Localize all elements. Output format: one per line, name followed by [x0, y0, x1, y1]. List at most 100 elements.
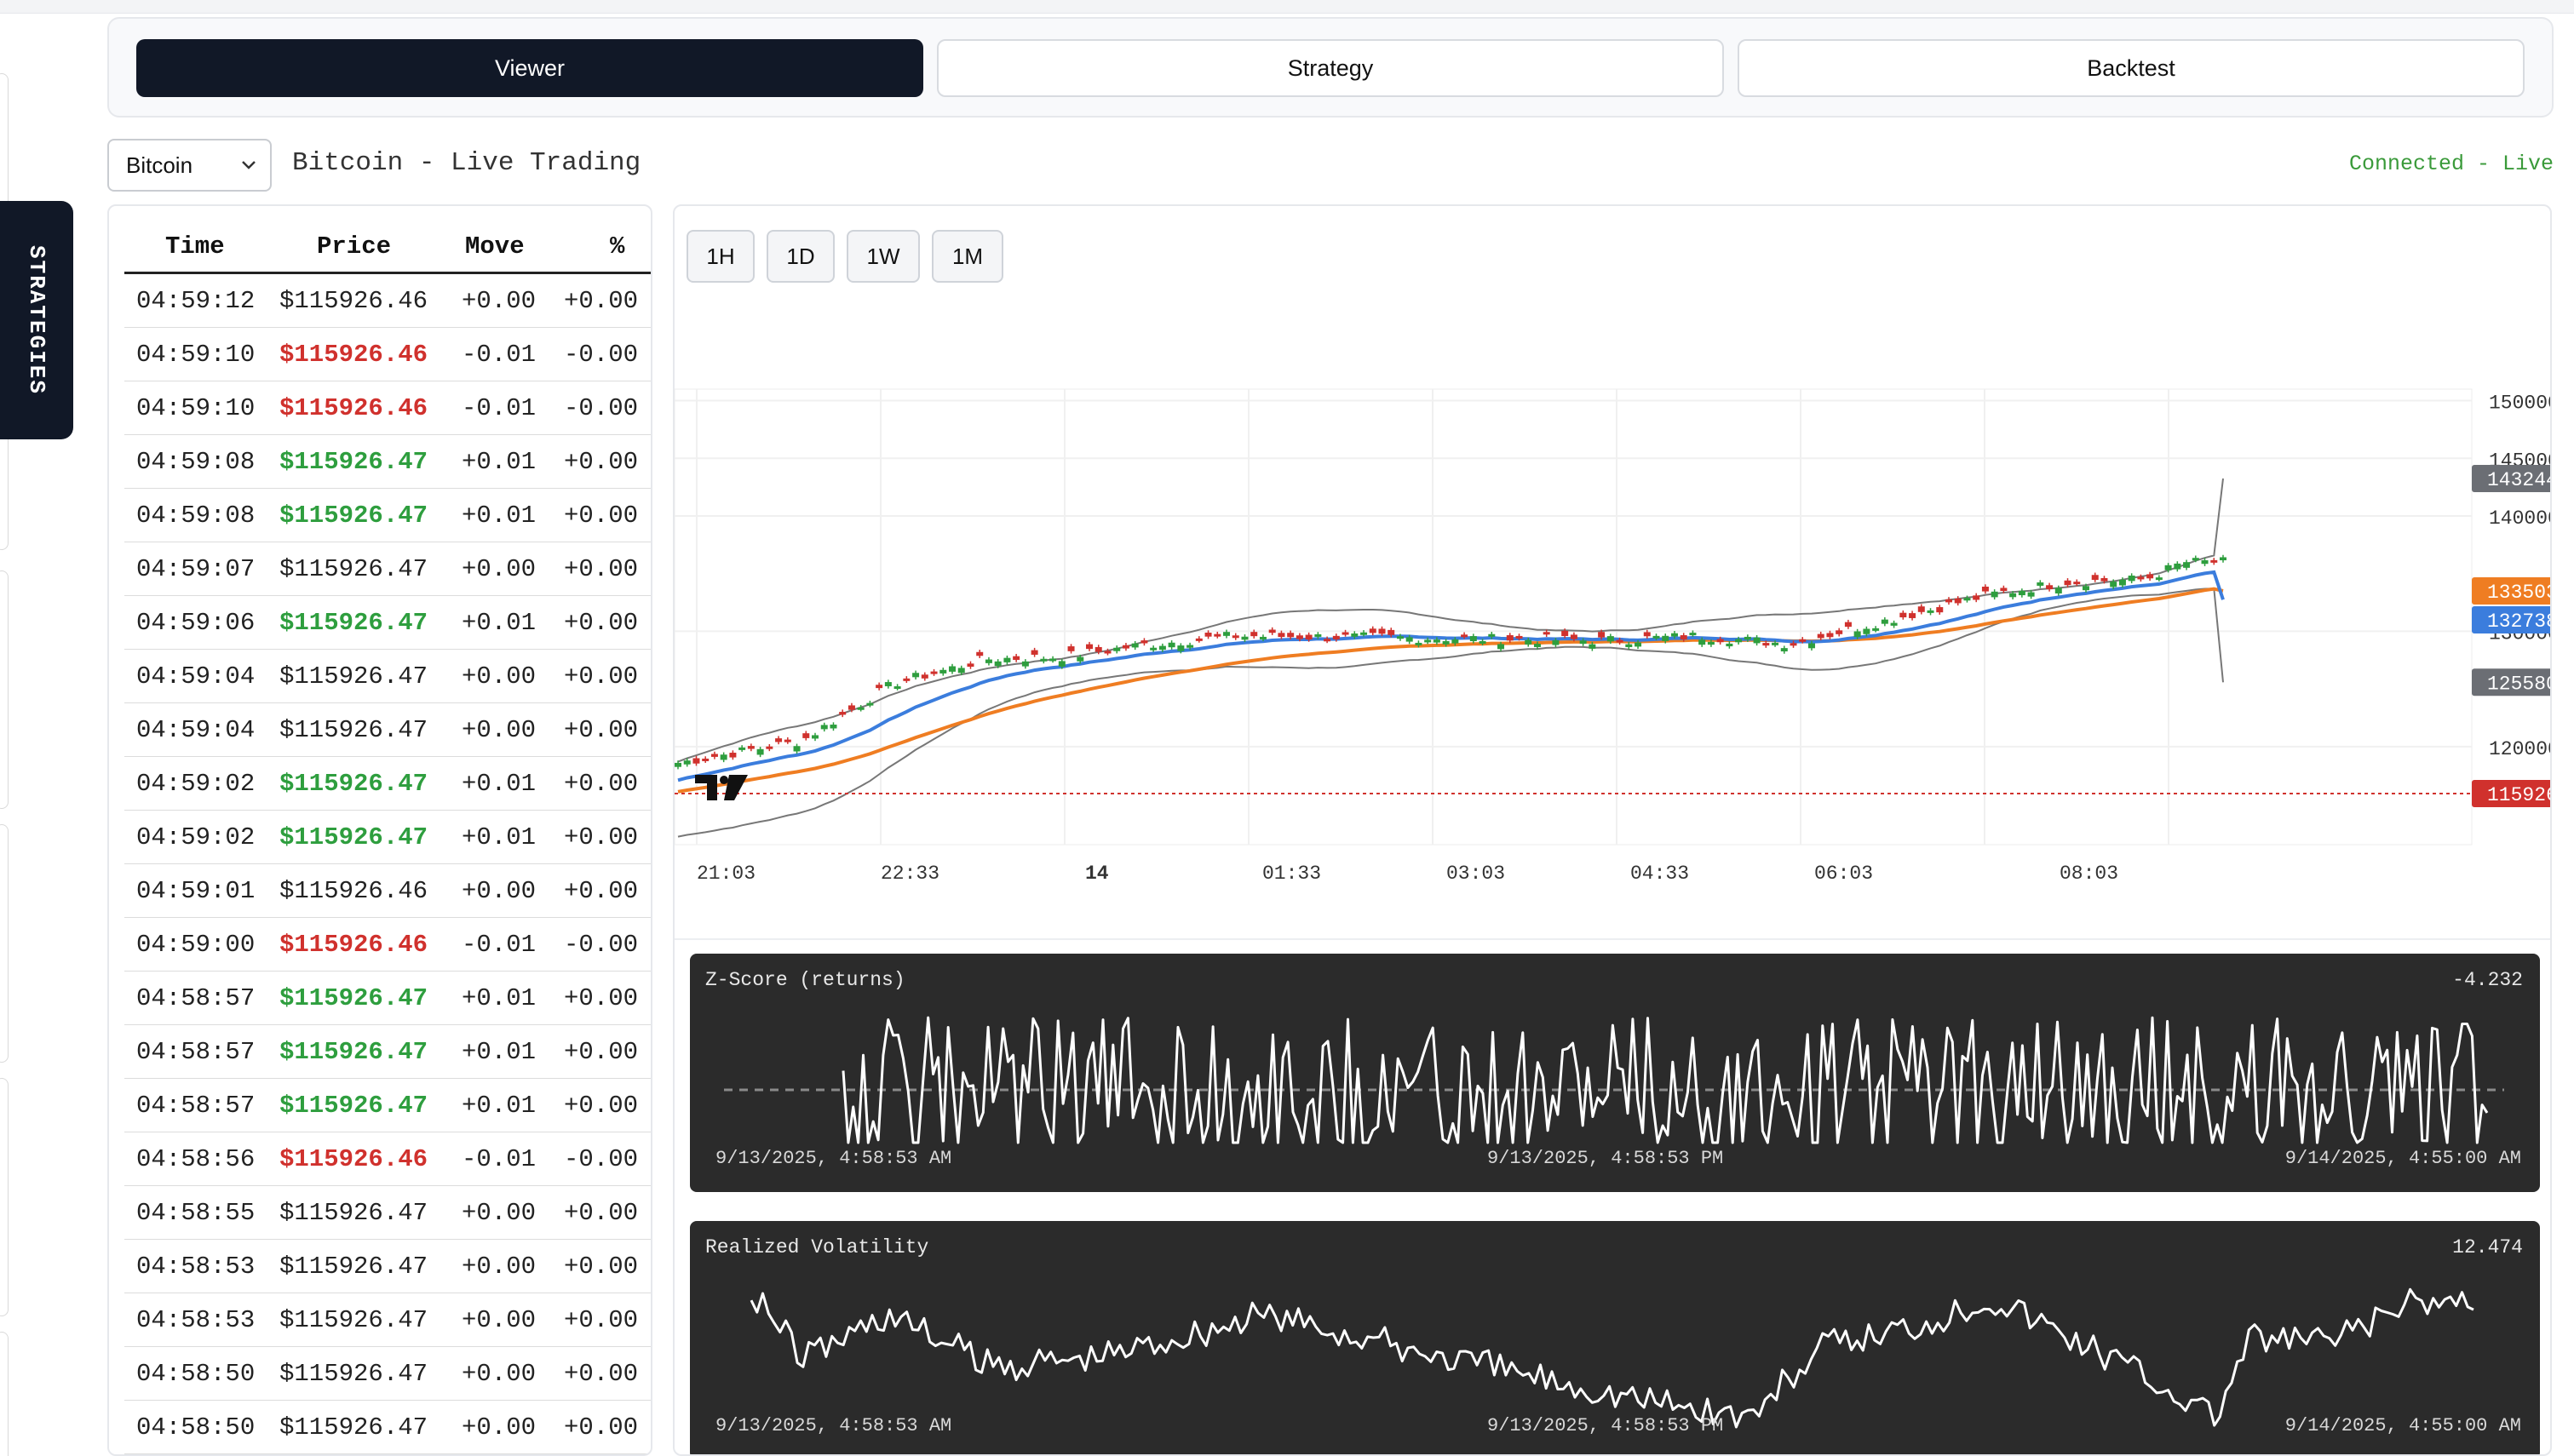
trade-move: +0.00: [462, 1359, 537, 1388]
candle: [1525, 639, 1532, 645]
candle: [957, 668, 965, 674]
trade-move: +0.01: [462, 501, 537, 530]
candle: [2210, 559, 2218, 563]
svg-text:115926.46: 115926.46: [2487, 784, 2552, 806]
candle: [1909, 613, 1916, 618]
candle: [994, 661, 1002, 667]
trade-price: $115926.47: [279, 1198, 428, 1227]
trade-move: +0.00: [462, 876, 537, 905]
candle: [2064, 580, 2071, 586]
candle: [1040, 658, 1048, 662]
candle: [1917, 606, 1925, 612]
candle: [2100, 577, 2108, 582]
trade-row: 04:58:57 $115926.47 +0.01 +0.00: [124, 972, 651, 1025]
candle: [2146, 574, 2154, 579]
timeframe-button-1d[interactable]: 1D: [767, 230, 835, 283]
candle: [1652, 635, 1660, 639]
candle: [1433, 639, 1440, 643]
ema-slow-line: [677, 587, 2224, 794]
candle: [921, 674, 928, 679]
tab-strategy[interactable]: Strategy: [937, 39, 1724, 97]
trade-price: $115926.46: [279, 930, 428, 959]
volatility-chart: [750, 1287, 2474, 1429]
lower-band-line: [677, 588, 2224, 838]
candle: [1332, 635, 1340, 639]
candle: [1772, 642, 1779, 645]
price-chart[interactable]: 150000.00145000.00140000.00130000.001200…: [675, 304, 2552, 1002]
candle: [1579, 640, 1587, 645]
candle: [1716, 639, 1724, 643]
candle: [1469, 636, 1477, 642]
candle: [893, 686, 901, 690]
candle: [2091, 575, 2099, 581]
chevron-down-icon: [236, 152, 261, 178]
trade-row: 04:59:10 $115926.46 -0.01 -0.00: [124, 381, 651, 435]
trade-time: 04:58:50: [136, 1413, 256, 1442]
trade-pct: -0.00: [564, 930, 639, 959]
column-header-time: Time: [165, 232, 225, 261]
trade-price: $115926.46: [279, 1144, 428, 1173]
candle: [720, 754, 727, 760]
candle: [1890, 622, 1898, 626]
trade-time: 04:58:57: [136, 983, 256, 1012]
asset-select[interactable]: Bitcoin: [107, 139, 272, 192]
candle: [1635, 642, 1642, 647]
candle: [1113, 647, 1121, 651]
candle: [1351, 633, 1359, 637]
candle: [1405, 637, 1413, 642]
candle: [1799, 639, 1807, 642]
x-tick-label: 21:03: [697, 863, 756, 885]
candle: [1461, 634, 1468, 638]
candle: [1158, 645, 1166, 651]
trade-price: $115926.47: [279, 715, 428, 744]
trade-row: 04:59:12 $115926.46 +0.00 +0.00: [124, 274, 651, 328]
svg-text:143244.61: 143244.61: [2487, 469, 2552, 491]
timeframe-button-1m[interactable]: 1M: [932, 230, 1003, 283]
zscore-chart: [724, 1016, 2504, 1144]
candle: [1616, 639, 1623, 643]
candle: [1415, 642, 1422, 645]
timeframe-button-1w[interactable]: 1W: [847, 230, 920, 283]
tab-backtest[interactable]: Backtest: [1738, 39, 2525, 97]
trade-row: 04:58:50 $115926.47 +0.00 +0.00: [124, 1347, 651, 1401]
timeframe-button-1h[interactable]: 1H: [687, 230, 755, 283]
candle: [1533, 644, 1541, 647]
panel-divider: [675, 938, 2550, 940]
trade-pct: +0.00: [564, 876, 639, 905]
candle: [985, 659, 992, 663]
x-tick-label: 22:33: [881, 863, 939, 885]
strategies-drawer-toggle[interactable]: STRATEGIES: [0, 201, 73, 439]
trade-pct: -0.00: [564, 340, 639, 369]
trade-pct: +0.00: [564, 1037, 639, 1066]
page-title: Bitcoin - Live Trading: [292, 148, 641, 178]
tab-viewer[interactable]: Viewer: [136, 39, 923, 97]
volatility-line: [750, 1287, 2474, 1429]
candle: [839, 712, 847, 715]
trade-price: $115926.47: [279, 1359, 428, 1388]
candle: [1342, 632, 1349, 635]
candle: [876, 685, 883, 689]
candle: [1067, 646, 1075, 651]
view-tabbar: Viewer Strategy Backtest: [107, 17, 2554, 118]
candle: [1250, 632, 1258, 637]
trade-time: 04:59:04: [136, 715, 256, 744]
connection-status: Connected - Live: [2348, 152, 2554, 176]
trade-pct: +0.00: [564, 823, 639, 851]
trade-price: $115926.46: [279, 393, 428, 422]
candle: [1606, 636, 1614, 642]
price-axis-label: 143244.61: [2472, 465, 2552, 493]
trade-move: +0.01: [462, 608, 537, 637]
trade-time: 04:59:00: [136, 930, 256, 959]
candle: [2183, 562, 2191, 568]
candle: [903, 678, 911, 681]
candle: [2118, 579, 2126, 586]
trades-header-row: Time Price Move %: [124, 221, 651, 274]
chart-logo: [695, 775, 748, 801]
candle: [1936, 607, 1944, 613]
candle: [710, 754, 718, 757]
candle: [2027, 592, 2035, 597]
candle: [1388, 629, 1395, 635]
candle: [2082, 586, 2089, 591]
strategies-label: STRATEGIES: [24, 244, 49, 396]
candle: [820, 725, 828, 730]
